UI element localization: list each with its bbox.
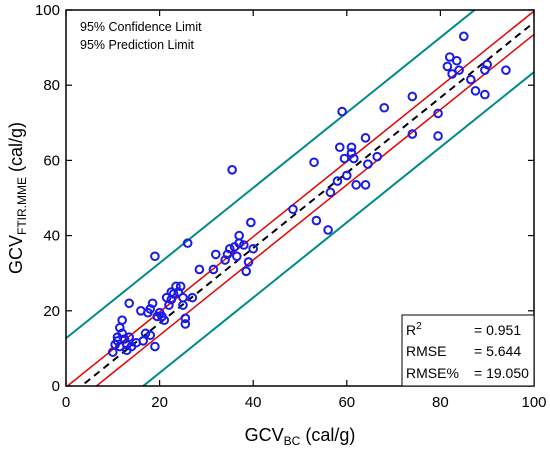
- data-point: [147, 298, 158, 309]
- data-point: [501, 65, 511, 75]
- data-point: [117, 315, 127, 326]
- data-point: [309, 157, 319, 168]
- data-point: [225, 243, 235, 254]
- data-point: [243, 257, 254, 267]
- x-tick-label: 20: [151, 394, 168, 411]
- y-tick-label: 100: [35, 2, 60, 19]
- data-point: [180, 319, 191, 329]
- y-tick-label: 40: [43, 228, 60, 245]
- data-point: [454, 65, 464, 75]
- data-point: [311, 215, 322, 226]
- data-point: [124, 332, 134, 342]
- data-point: [150, 251, 160, 262]
- plot-frame: [65, 9, 535, 387]
- y-tick-label: 80: [43, 77, 60, 94]
- data-point: [182, 238, 193, 248]
- stat-rmsepct-label: RMSE%: [406, 365, 459, 381]
- data-point: [451, 55, 462, 66]
- data-point: [234, 230, 244, 241]
- data-point: [150, 341, 160, 352]
- data-point: [140, 328, 151, 339]
- data-point: [178, 292, 188, 303]
- stat-rmsepct-value: = 19.050: [474, 365, 529, 381]
- prediction-upper-line: [66, 10, 477, 340]
- stat-r2-label: R2: [406, 321, 422, 338]
- annotation-confidence: 95% Confidence Limit: [80, 20, 202, 34]
- data-point: [210, 249, 221, 260]
- data-point: [248, 243, 258, 254]
- data-point: [241, 266, 251, 277]
- x-tick-label: 80: [432, 394, 449, 411]
- data-point: [323, 225, 333, 235]
- tick-labels: 0 20 40 60 80 100 0 20 40 60 80 100: [35, 2, 547, 411]
- data-point: [208, 264, 219, 275]
- data-point: [178, 300, 188, 310]
- x-tick-label: 0: [62, 394, 70, 411]
- data-point: [407, 91, 418, 102]
- data-point: [379, 102, 390, 113]
- annotation-prediction: 95% Prediction Limit: [80, 38, 194, 52]
- y-tick-label: 20: [43, 303, 60, 320]
- data-point: [470, 86, 481, 96]
- stats-box: R2 = 0.951 RMSE = 5.644 RMSE% = 19.050: [401, 314, 535, 387]
- data-point: [444, 52, 455, 62]
- data-point: [342, 170, 352, 181]
- fit-line: [79, 21, 534, 386]
- data-point: [363, 159, 373, 169]
- y-tick-label: 0: [52, 378, 60, 395]
- data-point: [482, 59, 493, 70]
- data-point: [349, 153, 359, 164]
- stat-rmse-value: = 5.644: [474, 343, 521, 359]
- data-point: [334, 142, 345, 153]
- data-point: [175, 281, 186, 292]
- data-point: [187, 292, 198, 303]
- data-point: [180, 313, 191, 324]
- data-point: [407, 129, 418, 139]
- data-point: [447, 69, 457, 79]
- data-point: [332, 176, 343, 186]
- data-point: [433, 131, 443, 141]
- confidence-lower-line: [95, 33, 534, 386]
- data-point: [159, 315, 170, 326]
- data-point: [351, 180, 361, 190]
- data-point: [325, 187, 336, 198]
- data-point: [442, 61, 453, 72]
- data-point: [459, 31, 469, 42]
- x-tick-label: 60: [338, 394, 355, 411]
- data-point: [337, 106, 347, 117]
- data-point: [360, 133, 371, 143]
- data-points: [108, 31, 511, 357]
- stat-r2-value: = 0.951: [474, 322, 521, 338]
- data-point: [346, 142, 357, 153]
- data-point: [466, 74, 476, 85]
- data-point: [124, 298, 134, 309]
- stat-rmse-label: RMSE: [406, 343, 446, 359]
- data-point: [232, 251, 242, 262]
- data-point: [433, 108, 443, 119]
- data-point: [194, 264, 205, 275]
- data-point: [480, 89, 490, 100]
- data-point: [372, 151, 383, 162]
- prediction-lower-line: [141, 71, 534, 386]
- data-point: [145, 330, 156, 341]
- data-point: [246, 217, 256, 228]
- x-axis-title: GCVBC (cal/g): [245, 425, 356, 448]
- y-axis-title: GCVFTIR.MME (cal/g): [6, 122, 29, 274]
- data-point: [227, 165, 237, 175]
- data-point: [339, 153, 350, 164]
- data-point: [360, 180, 371, 190]
- x-tick-label: 100: [521, 394, 546, 411]
- y-tick-label: 60: [43, 152, 60, 169]
- data-point: [288, 204, 298, 215]
- x-tick-label: 40: [245, 394, 262, 411]
- data-point: [239, 240, 249, 250]
